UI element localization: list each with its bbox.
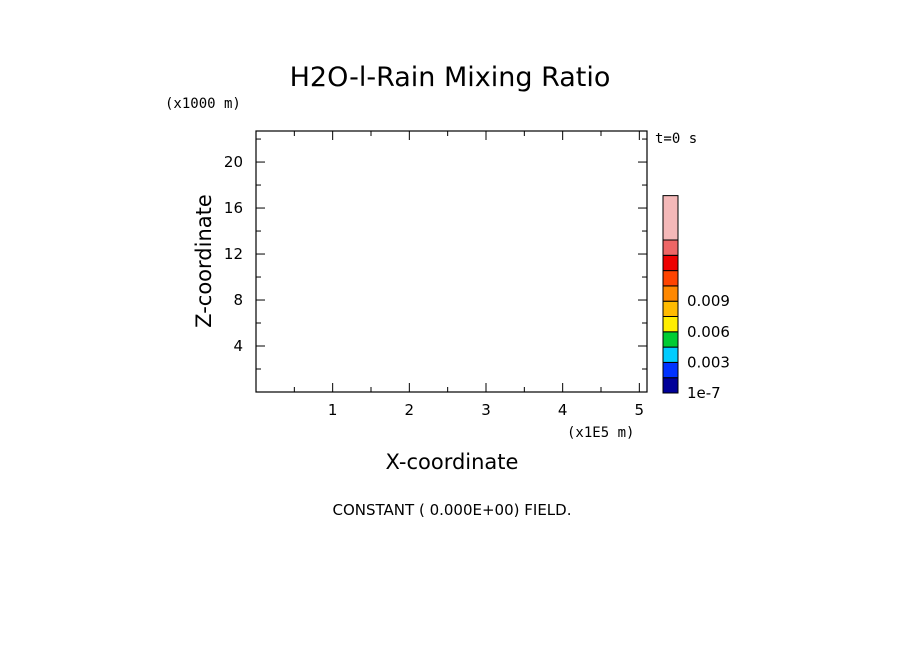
colorbar: [662, 195, 679, 394]
plot-frame: [255, 130, 648, 393]
colorbar-segment: [662, 346, 679, 363]
colorbar-segment: [662, 377, 679, 394]
constant-field-note: CONSTANT ( 0.000E+00) FIELD.: [333, 501, 572, 519]
colorbar-label: 1e-7: [687, 384, 721, 402]
y-axis-title: Z-coordinate: [192, 194, 216, 328]
y-tick-label: 16: [224, 199, 243, 217]
x-axis-unit: (x1E5 m): [567, 425, 634, 441]
x-tick-label: 3: [481, 401, 491, 419]
x-tick-label: 2: [405, 401, 415, 419]
colorbar-label: 0.006: [687, 323, 730, 341]
y-tick-label: 12: [224, 245, 243, 263]
colorbar-label: 0.003: [687, 353, 730, 371]
colorbar-segment: [662, 331, 679, 348]
colorbar-label: 0.009: [687, 292, 730, 310]
y-tick-label: 4: [233, 337, 243, 355]
colorbar-segment: [662, 239, 679, 256]
chart-title: H2O-l-Rain Mixing Ratio: [290, 62, 611, 93]
colorbar-segment: [662, 300, 679, 318]
x-tick-label: 5: [635, 401, 645, 419]
y-tick-label: 20: [224, 153, 243, 171]
axis-ticks: [256, 131, 647, 392]
time-label: t=0 s: [655, 131, 697, 147]
x-tick-label: 4: [558, 401, 568, 419]
colorbar-segment: [662, 254, 679, 272]
x-axis-title: X-coordinate: [386, 450, 519, 474]
colorbar-segment: [662, 285, 679, 302]
x-tick-label: 1: [328, 401, 338, 419]
colorbar-labels: 1e-7 0.003 0.006 0.009: [687, 292, 730, 402]
colorbar-segment: [662, 316, 679, 333]
colorbar-segment: [662, 270, 679, 287]
y-axis-unit: (x1000 m): [165, 96, 241, 112]
y-tick-label: 8: [233, 291, 243, 309]
colorbar-segment: [662, 195, 679, 241]
colorbar-segment: [662, 361, 679, 379]
